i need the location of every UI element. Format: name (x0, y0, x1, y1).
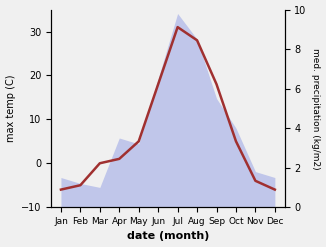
Y-axis label: max temp (C): max temp (C) (6, 75, 16, 142)
X-axis label: date (month): date (month) (127, 231, 209, 242)
Y-axis label: med. precipitation (kg/m2): med. precipitation (kg/m2) (311, 48, 320, 169)
